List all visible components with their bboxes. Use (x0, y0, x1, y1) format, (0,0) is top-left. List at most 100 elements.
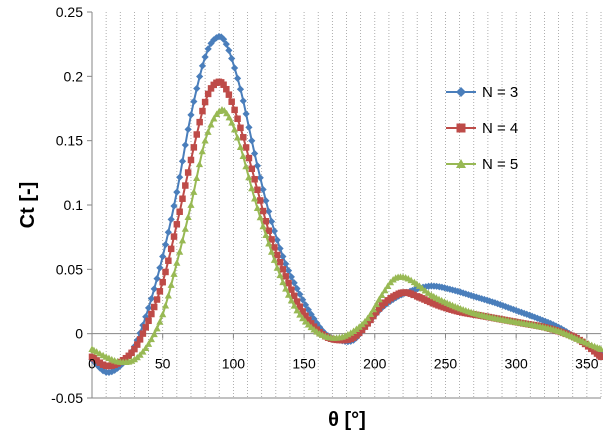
data-point (96, 359, 104, 366)
data-point (267, 217, 276, 226)
data-point (233, 74, 242, 82)
data-point (268, 236, 275, 243)
data-point (178, 157, 187, 165)
data-point (259, 222, 267, 230)
data-point (196, 72, 204, 81)
data-point (279, 278, 287, 286)
data-point (257, 197, 264, 204)
data-point (184, 169, 192, 176)
legend: N = 3 N = 4 N = 5 (446, 84, 518, 173)
data-point (499, 301, 507, 310)
data-point (273, 264, 281, 271)
data-point (299, 296, 307, 304)
data-point (173, 188, 181, 196)
data-point (254, 186, 261, 194)
data-point (210, 36, 218, 44)
data-point (150, 303, 158, 311)
data-point (282, 285, 290, 292)
data-point (170, 270, 178, 277)
data-point (539, 316, 547, 324)
data-point (153, 296, 161, 303)
data-point (159, 310, 167, 318)
data-point (173, 221, 181, 228)
data-point (369, 305, 378, 313)
data-point (293, 306, 301, 314)
data-point (347, 329, 355, 336)
data-point (259, 185, 267, 194)
tick-labels: -0.05 0 0.05 0.1 0.15 0.2 0.25 0 50 100 150 200 250 3… (51, 4, 599, 406)
data-point (290, 302, 298, 309)
data-point (190, 97, 198, 106)
data-point (305, 316, 312, 323)
data-point (228, 119, 236, 126)
data-point (240, 134, 247, 141)
data-point (239, 152, 247, 159)
data-point (253, 204, 262, 211)
data-point (181, 141, 189, 149)
legend-marker (456, 87, 466, 97)
data-point (223, 109, 231, 117)
data-point (201, 53, 209, 61)
data-point (364, 314, 372, 322)
data-point (204, 128, 212, 135)
data-point (496, 301, 504, 309)
data-point (153, 274, 161, 283)
data-point (361, 317, 369, 325)
data-point (248, 184, 256, 192)
x-axis-title: θ [°] (328, 409, 366, 431)
data-point (262, 231, 270, 238)
data-point (161, 301, 170, 309)
data-point (207, 120, 215, 128)
y-tick-label: 0.25 (56, 4, 83, 20)
data-point (187, 201, 195, 208)
data-point (219, 35, 228, 43)
data-point (145, 317, 152, 325)
data-point (225, 46, 233, 54)
data-point (245, 173, 253, 181)
data-point (139, 330, 147, 337)
data-point (282, 273, 289, 280)
data-point (236, 143, 245, 150)
legend-label: N = 3 (482, 84, 518, 101)
data-point (193, 84, 201, 93)
data-point (410, 291, 417, 299)
data-point (201, 98, 209, 106)
data-point (250, 194, 259, 202)
data-point (150, 285, 158, 293)
data-point (248, 165, 256, 173)
data-point (231, 106, 238, 114)
data-point (144, 340, 153, 347)
data-point (301, 301, 310, 309)
x-tick-label: 50 (155, 356, 171, 372)
data-point (541, 317, 549, 325)
data-point (184, 125, 192, 133)
data-point (375, 295, 383, 303)
y-tick-label: 0.05 (56, 261, 83, 277)
y-tick-label: 0 (75, 326, 83, 342)
data-point (228, 98, 235, 105)
data-point (304, 306, 312, 314)
data-point (156, 288, 164, 295)
data-point (276, 244, 284, 253)
data-point (139, 348, 147, 355)
data-point (222, 40, 230, 48)
data-point (250, 149, 259, 158)
data-point (290, 292, 298, 300)
data-point (210, 115, 218, 122)
data-point (282, 260, 290, 268)
data-point (196, 118, 203, 126)
data-point (236, 85, 245, 93)
data-point (284, 291, 293, 298)
data-point (381, 286, 389, 294)
data-point (190, 144, 198, 151)
legend-item: N = 4 (446, 120, 518, 137)
data-point (144, 304, 153, 312)
data-point (207, 85, 215, 92)
data-point (204, 45, 212, 53)
data-point (284, 266, 293, 275)
data-point (273, 251, 281, 259)
data-point (128, 349, 135, 357)
data-point (287, 296, 295, 304)
data-point (204, 90, 212, 98)
